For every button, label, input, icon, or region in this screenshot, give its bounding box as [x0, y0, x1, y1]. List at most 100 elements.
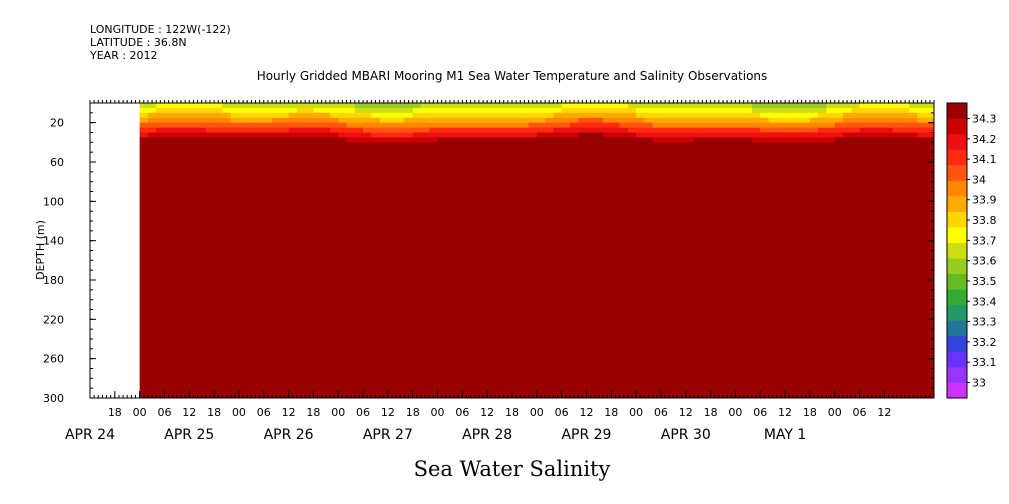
salinity-cell: [429, 334, 439, 340]
salinity-cell: [305, 157, 315, 163]
salinity-cell: [503, 132, 513, 139]
salinity-cell: [346, 363, 356, 370]
salinity-cell: [520, 191, 530, 198]
salinity-cell: [139, 235, 149, 242]
salinity-cell: [809, 245, 819, 252]
salinity-cell: [603, 314, 612, 320]
salinity-cell: [743, 343, 753, 350]
salinity-cell: [371, 166, 381, 173]
salinity-cell: [354, 162, 364, 168]
salinity-cell: [520, 245, 530, 252]
salinity-cell: [313, 353, 323, 360]
salinity-cell: [346, 319, 356, 325]
salinity-cell: [255, 221, 265, 227]
salinity-cell: [677, 196, 687, 202]
salinity-cell: [437, 289, 447, 296]
salinity-cell: [727, 221, 737, 227]
salinity-cell: [379, 122, 389, 129]
salinity-cell: [611, 162, 621, 168]
salinity-cell: [776, 166, 786, 173]
salinity-cell: [412, 152, 422, 158]
salinity-cell: [603, 162, 612, 168]
salinity-cell: [785, 147, 794, 153]
salinity-cell: [139, 383, 149, 389]
salinity-cell: [272, 294, 281, 301]
salinity-cell: [396, 117, 406, 124]
salinity-cell: [528, 171, 538, 178]
salinity-cell: [147, 122, 157, 129]
salinity-cell: [164, 299, 174, 306]
salinity-cell: [379, 221, 389, 227]
salinity-cell: [396, 329, 406, 335]
salinity-cell: [230, 132, 240, 139]
salinity-cell: [462, 142, 472, 148]
salinity-cell: [462, 112, 472, 119]
salinity-cell: [660, 171, 670, 178]
salinity-cell: [776, 260, 786, 266]
salinity-cell: [495, 270, 505, 276]
salinity-cell: [238, 299, 248, 306]
salinity-cell: [478, 152, 488, 158]
salinity-cell: [454, 383, 463, 389]
salinity-cell: [156, 339, 166, 345]
data-column: [255, 103, 265, 398]
salinity-cell: [172, 230, 182, 237]
salinity-cell: [387, 368, 397, 375]
salinity-cell: [396, 280, 406, 286]
salinity-cell: [677, 142, 687, 148]
salinity-cell: [437, 339, 447, 345]
salinity-cell: [429, 368, 439, 375]
salinity-cell: [793, 260, 803, 266]
salinity-cell: [636, 388, 645, 394]
salinity-cell: [280, 324, 290, 330]
salinity-cell: [164, 201, 174, 207]
salinity-cell: [147, 260, 157, 266]
salinity-cell: [611, 378, 621, 384]
salinity-cell: [536, 162, 546, 168]
salinity-cell: [545, 324, 554, 330]
salinity-cell: [247, 368, 257, 375]
salinity-cell: [205, 171, 215, 178]
salinity-cell: [404, 329, 414, 335]
salinity-cell: [379, 216, 389, 222]
salinity-cell: [313, 260, 323, 266]
salinity-cell: [652, 147, 662, 153]
salinity-cell: [751, 299, 761, 306]
salinity-cell: [272, 181, 281, 188]
salinity-cell: [611, 284, 621, 291]
salinity-cell: [627, 127, 637, 134]
salinity-cell: [454, 127, 463, 134]
salinity-cell: [702, 329, 712, 335]
salinity-cell: [205, 196, 215, 202]
salinity-cell: [354, 378, 364, 384]
salinity-cell: [594, 378, 604, 384]
salinity-cell: [586, 216, 596, 222]
salinity-cell: [296, 378, 306, 384]
salinity-cell: [768, 127, 778, 134]
salinity-cell: [454, 334, 463, 340]
salinity-cell: [396, 152, 406, 158]
salinity-cell: [404, 265, 414, 271]
salinity-cell: [785, 265, 794, 271]
salinity-cell: [181, 221, 190, 227]
salinity-cell: [181, 383, 190, 389]
salinity-cell: [354, 368, 364, 375]
salinity-cell: [528, 162, 538, 168]
salinity-cell: [594, 112, 604, 119]
salinity-cell: [139, 201, 149, 207]
salinity-cell: [197, 240, 207, 247]
salinity-cell: [305, 181, 315, 188]
salinity-cell: [495, 334, 505, 340]
salinity-cell: [296, 265, 306, 271]
salinity-cell: [793, 343, 803, 350]
salinity-cell: [197, 250, 207, 257]
salinity-cell: [197, 181, 207, 188]
salinity-cell: [189, 157, 199, 163]
salinity-cell: [545, 343, 554, 350]
salinity-cell: [222, 147, 232, 153]
salinity-cell: [809, 127, 819, 134]
salinity-cell: [354, 353, 364, 360]
salinity-cell: [363, 383, 372, 389]
salinity-cell: [660, 270, 670, 276]
salinity-cell: [652, 157, 662, 163]
